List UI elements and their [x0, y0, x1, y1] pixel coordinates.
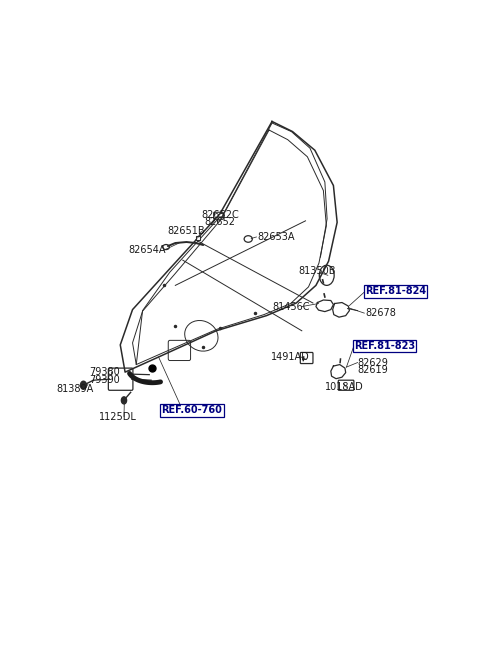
Text: REF.60-760: REF.60-760	[162, 405, 223, 415]
Text: 82619: 82619	[358, 365, 388, 375]
Text: 82654A: 82654A	[129, 245, 166, 255]
Text: REF.81-823: REF.81-823	[354, 341, 415, 351]
Text: 82678: 82678	[365, 308, 396, 318]
Text: 82653A: 82653A	[257, 232, 295, 242]
Circle shape	[81, 381, 86, 389]
Circle shape	[121, 397, 127, 404]
Text: 82629: 82629	[358, 358, 388, 367]
Text: 81389A: 81389A	[56, 384, 94, 394]
Text: 82652C: 82652C	[201, 210, 239, 220]
Text: 81456C: 81456C	[272, 301, 310, 312]
Text: 1491AD: 1491AD	[271, 352, 310, 362]
Text: REF.81-824: REF.81-824	[365, 286, 426, 297]
Text: 82652: 82652	[204, 217, 236, 227]
Text: 1125DL: 1125DL	[99, 411, 137, 422]
Text: 79390: 79390	[89, 375, 120, 384]
Text: 1018AD: 1018AD	[325, 383, 364, 392]
Text: 82651B: 82651B	[168, 227, 205, 236]
Text: 79380: 79380	[89, 367, 120, 377]
Text: 81350B: 81350B	[298, 267, 336, 276]
